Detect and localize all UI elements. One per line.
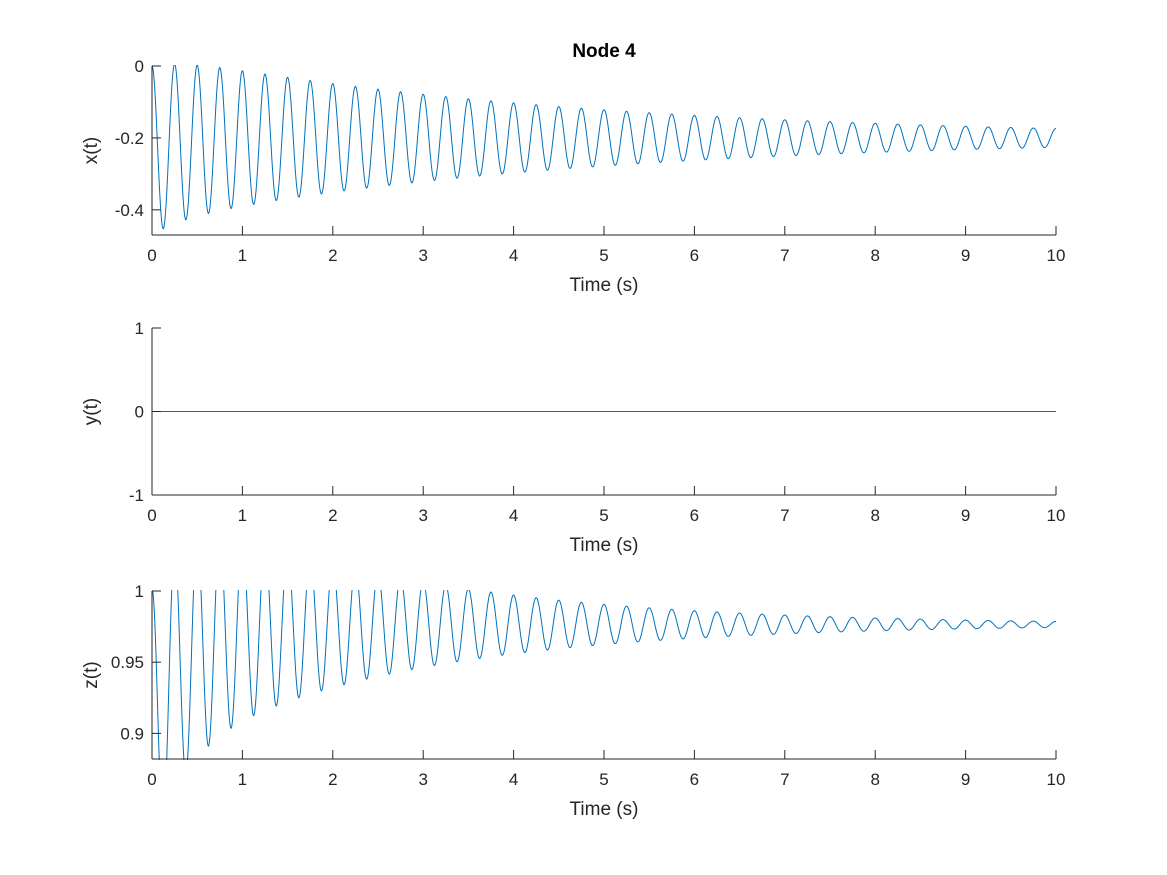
x-tick-label: 4 — [509, 770, 518, 789]
x-tick-label: 9 — [961, 770, 970, 789]
x-tick-label: 10 — [1047, 770, 1066, 789]
x-tick-label: 0 — [147, 246, 156, 265]
x-tick-label: 6 — [690, 246, 699, 265]
x-tick-label: 0 — [147, 770, 156, 789]
x-axis-label: Time (s) — [570, 275, 639, 296]
subplot-x: 0 1 2 3 4 5 6 7 8 9 10 0 -0.2 -0.4 Time (s) x(t) — [81, 57, 1065, 296]
x-tick-label: 7 — [780, 506, 789, 525]
series-line-0 — [152, 65, 1056, 230]
x-tick-label: 5 — [599, 770, 608, 789]
x-tick-label: 1 — [238, 770, 247, 789]
x-tick-label: 2 — [328, 770, 337, 789]
y-tick-label: -1 — [129, 486, 144, 505]
x-tick-label: 3 — [418, 246, 427, 265]
y-tick-label: 1 — [135, 582, 144, 601]
x-tick-label: 1 — [238, 506, 247, 525]
y-axis-label: z(t) — [81, 661, 102, 688]
x-tick-label: 7 — [780, 246, 789, 265]
x-tick-label: 3 — [418, 506, 427, 525]
x-tick-label: 7 — [780, 770, 789, 789]
x-tick-label: 5 — [599, 246, 608, 265]
x-tick-label: 4 — [509, 506, 518, 525]
subplot-z: 0 1 2 3 4 5 6 7 8 9 10 1 0.95 0.9 Time (s) z(t) — [81, 582, 1066, 820]
chart-title: Node 4 — [572, 41, 636, 62]
x-tick-label: 2 — [328, 506, 337, 525]
y-axis-label: x(t) — [81, 137, 102, 164]
y-tick-label: 0 — [135, 403, 144, 422]
x-tick-label: 8 — [870, 506, 879, 525]
x-tick-label: 6 — [690, 770, 699, 789]
y-tick-label: 0 — [135, 57, 144, 76]
x-tick-label: 9 — [961, 246, 970, 265]
x-tick-label: 0 — [147, 506, 156, 525]
x-tick-label: 1 — [238, 246, 247, 265]
x-tick-label: 8 — [870, 246, 879, 265]
y-tick-label: 1 — [135, 319, 144, 338]
x-axis-label: Time (s) — [570, 535, 639, 556]
x-axis-label: Time (s) — [570, 799, 639, 820]
y-axis-label: y(t) — [81, 398, 102, 425]
x-tick-label: 9 — [961, 506, 970, 525]
x-tick-label: 10 — [1047, 246, 1066, 265]
y-tick-label: 0.9 — [120, 724, 144, 743]
x-tick-label: 4 — [509, 246, 518, 265]
x-tick-label: 5 — [599, 506, 608, 525]
x-tick-label: 6 — [690, 506, 699, 525]
y-tick-label: 0.95 — [111, 653, 144, 672]
y-tick-label: -0.2 — [115, 129, 144, 148]
series-line-2 — [152, 590, 1056, 760]
x-tick-label: 3 — [418, 770, 427, 789]
y-tick-label: -0.4 — [115, 201, 144, 220]
x-tick-label: 8 — [870, 770, 879, 789]
x-tick-label: 2 — [328, 246, 337, 265]
x-tick-label: 10 — [1047, 506, 1066, 525]
